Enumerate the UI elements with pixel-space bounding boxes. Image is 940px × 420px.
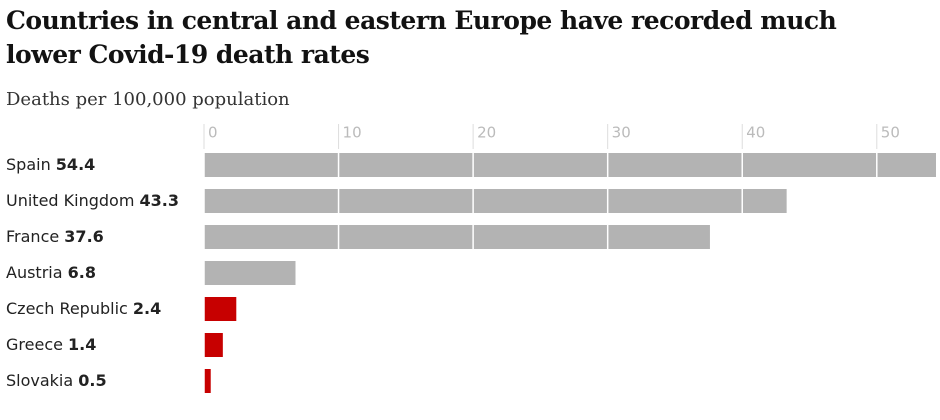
bar-label: United Kingdom 43.3 xyxy=(6,191,179,210)
bar-label: Spain 54.4 xyxy=(6,155,95,174)
x-tick-label: 0 xyxy=(208,124,218,142)
category-label: Austria xyxy=(6,263,63,282)
bar-label: Czech Republic 2.4 xyxy=(6,299,161,318)
bar-label: France 37.6 xyxy=(6,227,104,246)
bar xyxy=(204,297,237,321)
bar xyxy=(204,225,710,249)
bar xyxy=(204,369,211,393)
x-tick-label: 40 xyxy=(746,124,765,142)
chart-title: Countries in central and eastern Europe … xyxy=(6,6,837,69)
value-label: 1.4 xyxy=(68,335,96,354)
value-label: 6.8 xyxy=(68,263,96,282)
bar xyxy=(204,261,296,285)
x-tick-label: 10 xyxy=(343,124,362,142)
category-label: Czech Republic xyxy=(6,299,128,318)
value-label: 0.5 xyxy=(78,371,106,390)
x-tick-label: 30 xyxy=(612,124,631,142)
value-label: 54.4 xyxy=(56,155,95,174)
bar xyxy=(204,333,223,357)
category-label: France xyxy=(6,227,59,246)
bar-label: Greece 1.4 xyxy=(6,335,96,354)
category-label: Greece xyxy=(6,335,63,354)
chart-subtitle: Deaths per 100,000 population xyxy=(6,89,290,110)
value-label: 37.6 xyxy=(64,227,103,246)
bar xyxy=(204,189,787,213)
x-tick-label: 50 xyxy=(881,124,900,142)
category-label: United Kingdom xyxy=(6,191,134,210)
bar-label: Slovakia 0.5 xyxy=(6,371,107,390)
value-label: 2.4 xyxy=(133,299,161,318)
value-label: 43.3 xyxy=(140,191,179,210)
bar xyxy=(204,153,936,177)
category-label: Spain xyxy=(6,155,51,174)
x-tick-label: 20 xyxy=(477,124,496,142)
category-label: Slovakia xyxy=(6,371,73,390)
bar-label: Austria 6.8 xyxy=(6,263,96,282)
